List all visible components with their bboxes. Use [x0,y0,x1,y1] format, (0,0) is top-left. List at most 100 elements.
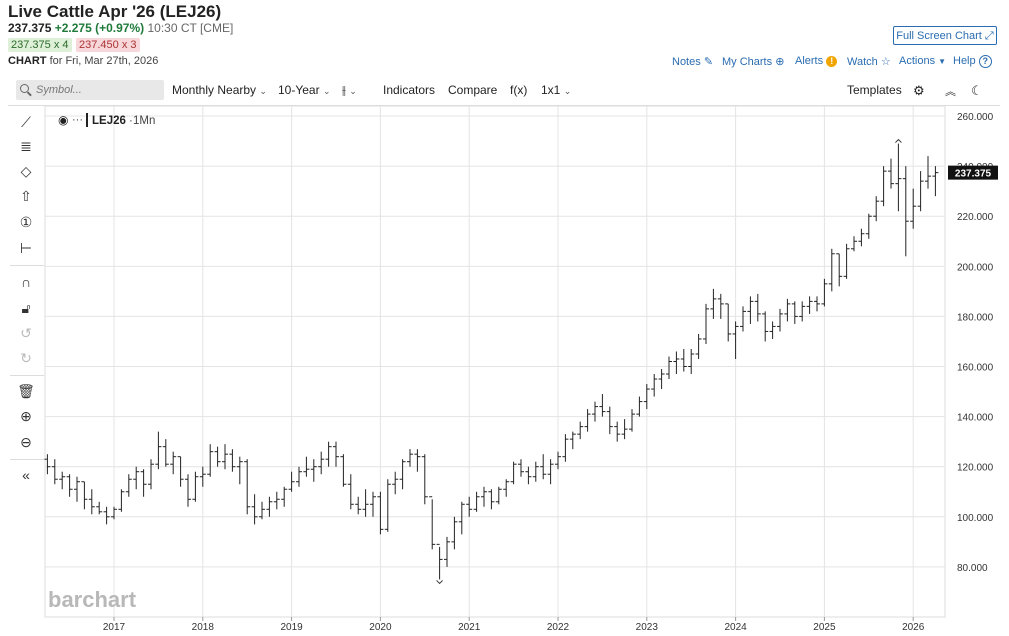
line-tool-icon[interactable]: ⟋ [21,114,31,130]
shape-tool-icon[interactable]: ◇ [20,163,32,179]
ohlc-bar [821,278,828,307]
trash-icon[interactable]: 🗑︎ [17,383,35,399]
ohlc-bar [118,489,125,512]
symbol-input[interactable]: Symbol... [16,80,164,100]
collapse-chevron-icon[interactable]: ︽ [945,86,956,98]
ohlc-bar [791,301,798,324]
ohlc-bar [629,409,635,432]
ohlc-bar [481,486,487,507]
page-title: Live Cattle Apr '26 (LEJ26) [8,2,222,21]
ohlc-bar [214,446,221,467]
ohlc-bar [414,449,421,472]
ohlc-bar [370,491,376,517]
ohlc-bar [148,459,154,490]
magnet-icon[interactable]: ∩ [20,274,32,290]
arrow-up-tool-icon[interactable]: ⇧ [20,188,32,204]
ohlc-bar [111,506,117,520]
full-screen-chart-button[interactable]: Full Screen Chart ⤢ [893,26,997,45]
x-tick-label: 2020 [369,622,392,633]
redo-icon[interactable]: ↻ [20,350,32,366]
more-icon[interactable]: ··· [72,114,83,126]
number-tool-icon[interactable]: ① [19,214,33,230]
y-tick-label: 120.000 [957,463,994,474]
eye-icon[interactable]: ◉ [58,113,68,127]
ohlc-bar [399,459,406,490]
ohlc-bar [888,158,894,189]
dark-mode-icon[interactable]: ☾ [971,83,983,98]
compare-button[interactable]: Compare [448,83,498,97]
range-dropdown[interactable]: 10-Year ⌄ [278,83,330,97]
ohlc-bar [207,444,214,477]
ohlc-bar [451,516,458,550]
notes-link[interactable]: Notes ✎ [672,55,713,68]
ohlc-bar [88,489,95,515]
actions-menu[interactable]: Actions ▼ [899,55,946,67]
ohlc-bar [577,421,584,440]
legend-interval-sep: · [129,115,133,127]
zoom-in-icon[interactable]: ⊕ [20,408,32,424]
ohlc-bar [495,486,502,505]
period-label: Monthly Nearby [172,83,257,97]
ohlc-bar [318,451,325,475]
x-tick-label: 2021 [458,622,481,633]
bar-type-dropdown[interactable]: ⫲ ⌄ [342,83,357,98]
ohlc-bar [473,491,480,512]
alerts-label: Alerts [795,55,824,67]
chart-for-date: for Fri, Mar 27th, 2026 [49,55,159,67]
collapse-left-icon[interactable]: « [22,467,30,483]
watch-link[interactable]: Watch ☆ [847,55,891,68]
layout-dropdown[interactable]: 1x1 ⌄ [541,83,571,97]
tool-divider [10,375,44,376]
undo-icon[interactable]: ↺ [20,325,32,341]
period-dropdown[interactable]: Monthly Nearby ⌄ [172,83,267,97]
fib-tool-icon[interactable]: ≣ [20,138,32,154]
quote-time: 10:30 CT [CME] [147,21,234,35]
ohlc-bar [458,501,465,535]
ohlc-bar [569,431,576,450]
templates-button[interactable]: Templates [847,83,902,97]
ohlc-bar [777,308,783,332]
y-tick-label: 260.000 [957,112,994,123]
ohlc-bar [592,401,598,422]
legend-interval: 1Mn [133,115,155,127]
ohlc-bar [651,374,658,397]
x-tick-label: 2024 [724,622,747,633]
plot-frame [44,105,946,618]
notes-label: Notes [672,56,701,68]
ohlc-bar [584,409,591,432]
last-price-box [948,165,998,180]
ohlc-bar [96,501,103,515]
ohlc-bar [599,394,606,417]
ohlc-bar [540,454,547,480]
ohlc-bar [66,474,73,497]
zoom-out-icon[interactable]: ⊖ [20,434,32,450]
ohlc-bar [695,333,702,359]
expand-icon: ⤢ [984,30,994,42]
ohlc-bar [251,494,258,525]
ohlc-bar [244,459,251,515]
ohlc-bar [703,303,709,344]
measure-tool-icon[interactable]: ⊢ [19,240,33,256]
ohlc-bar [769,321,776,339]
help-link[interactable]: Help ? [953,55,992,68]
last-price: 237.375 [8,21,52,35]
ohlc-bar [325,441,332,467]
fx-button[interactable]: f(x) [510,83,528,97]
ohlc-bar [621,419,628,440]
unlock-icon[interactable]: 🔓︎ [21,300,31,316]
settings-gear-icon[interactable]: ⚙ [913,83,925,98]
ohlc-bar [725,303,732,342]
y-tick-label: 80.000 [957,563,988,574]
search-icon [20,84,29,93]
ohlc-bar [902,166,909,257]
my-charts-link[interactable]: My Charts ⊕ [722,55,784,68]
tool-divider [10,459,44,460]
chevron-down-icon: ⌄ [563,86,572,96]
indicators-button[interactable]: Indicators [383,83,436,97]
alerts-link[interactable]: Alerts ! [795,55,838,67]
ohlc-bar [673,351,680,375]
ohlc-bar [710,288,717,319]
ohlc-bar [747,296,754,324]
ohlc-bar [917,171,924,212]
